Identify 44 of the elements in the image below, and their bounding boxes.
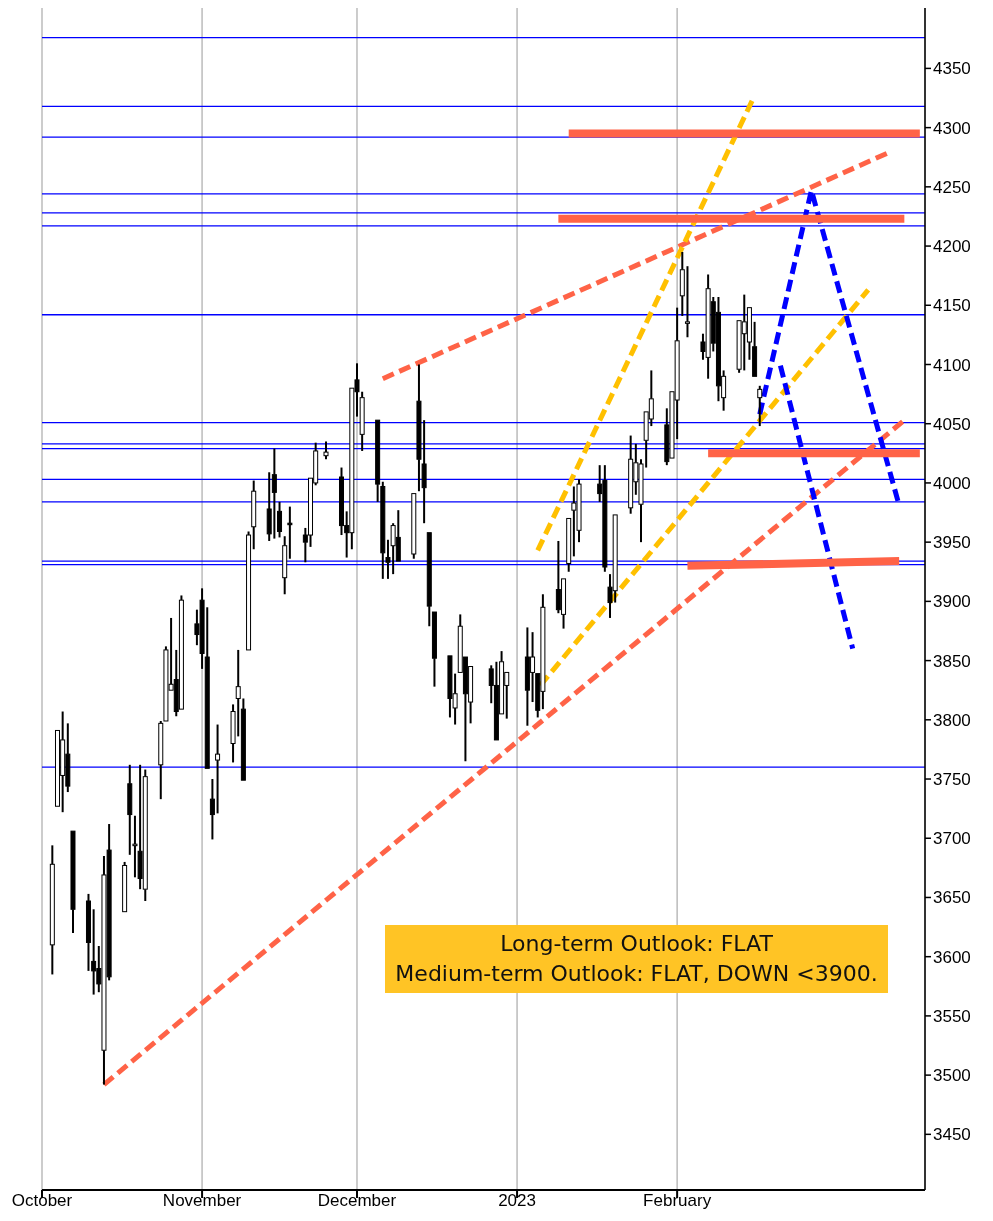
y-tick-label: 4300	[933, 118, 971, 138]
candlestick	[752, 320, 758, 377]
candlestick	[215, 723, 221, 815]
candlestick	[70, 830, 76, 934]
y-tick-label: 3800	[933, 710, 971, 730]
candlestick	[271, 447, 277, 540]
candlestick	[49, 844, 55, 976]
y-tick-label: 3900	[933, 592, 971, 612]
candlestick	[431, 611, 437, 688]
candlestick	[230, 703, 236, 764]
candlestick	[251, 479, 257, 551]
y-tick-label: 4000	[933, 473, 971, 493]
y-tick-label: 3650	[933, 888, 971, 908]
candlestick	[566, 517, 572, 573]
x-tick-label: November	[162, 1191, 242, 1210]
y-tick-label: 3550	[933, 1006, 971, 1026]
y-tick-label: 4050	[933, 414, 971, 434]
candlestick	[91, 908, 97, 996]
x-tick-label: 2023	[498, 1191, 536, 1210]
y-tick-label: 3600	[933, 947, 971, 967]
candlestick	[426, 532, 432, 628]
y-tick-label: 3950	[933, 533, 971, 553]
candlestick	[178, 594, 184, 710]
annotation: Medium-term Outlook: FLAT, DOWN <3900.	[394, 960, 879, 988]
y-tick-label: 4250	[933, 177, 971, 197]
y-tick-label: 3450	[933, 1125, 971, 1145]
annotation: Long-term Outlook: FLAT	[499, 930, 774, 958]
candlestick	[287, 505, 293, 560]
candlestick	[282, 535, 288, 596]
y-tick-label: 3500	[933, 1066, 971, 1086]
candlestick	[628, 434, 634, 515]
candlestick	[746, 307, 752, 361]
y-tick-label: 3850	[933, 651, 971, 671]
y-tick-label: 4350	[933, 59, 971, 79]
y-tick-label: 4150	[933, 296, 971, 316]
candlestick	[209, 778, 215, 841]
x-tick-label: December	[317, 1191, 397, 1210]
x-tick-label: February	[643, 1191, 712, 1210]
y-tick-label: 3750	[933, 770, 971, 790]
y-tick-label: 3700	[933, 829, 971, 849]
candlestick	[679, 250, 685, 317]
x-tick-label: October	[11, 1191, 73, 1210]
y-tick-label: 4100	[933, 355, 971, 375]
y-tick-label: 4200	[933, 237, 971, 257]
